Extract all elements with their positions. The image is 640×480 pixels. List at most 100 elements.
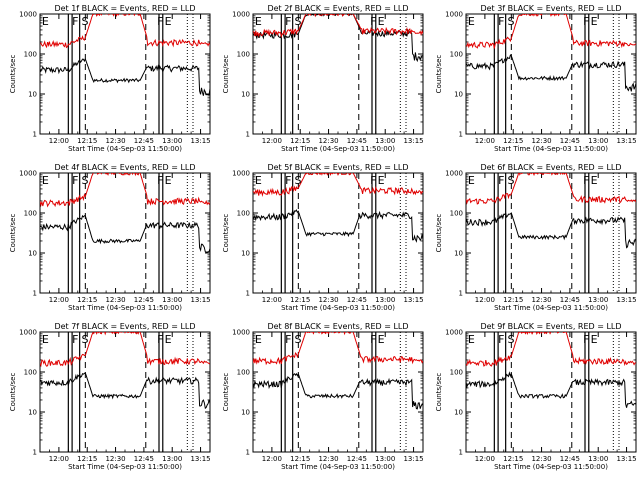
y-tick-label: 100	[24, 369, 37, 377]
detector-panel-6: Det 6f BLACK = Events, RED = LLD 1 10 100 10…	[435, 163, 637, 312]
flag-annotation: E	[42, 333, 49, 346]
flag-annotation: F	[72, 15, 78, 28]
x-tick-label: 13:00	[162, 455, 182, 463]
events-series-line	[40, 57, 210, 96]
x-tick-label: 12:30	[105, 296, 125, 304]
y-tick-label: 10	[28, 409, 37, 417]
y-tick-label: 1	[33, 290, 37, 298]
x-tick-label: 12:00	[475, 455, 495, 463]
x-tick-label: 13:00	[588, 455, 608, 463]
y-tick-label: 100	[237, 51, 250, 59]
panel-title: Det 6f BLACK = Events, RED = LLD	[480, 163, 621, 172]
y-axis-label: Counts/sec	[9, 373, 17, 412]
panel-title: Det 3f BLACK = Events, RED = LLD	[480, 4, 621, 13]
y-tick-label: 100	[24, 210, 37, 218]
x-tick-label: 12:00	[262, 455, 282, 463]
x-tick-label: 12:15	[503, 137, 523, 145]
flag-annotation: E	[591, 174, 598, 187]
y-tick-label: 1000	[19, 170, 37, 178]
y-tick-label: 1	[246, 131, 250, 139]
x-tick-label: 12:00	[49, 296, 69, 304]
x-tick-label: 12:30	[531, 296, 551, 304]
x-tick-label: 13:00	[162, 296, 182, 304]
panel-title: Det 7f BLACK = Events, RED = LLD	[54, 322, 195, 331]
x-tick-label: 12:45	[347, 296, 367, 304]
flag-annotation: F	[370, 333, 376, 346]
detector-panel-1: Det 1f BLACK = Events, RED = LLD 1 10 100 10…	[9, 4, 211, 153]
flag-annotation: F	[370, 174, 376, 187]
y-tick-label: 1000	[445, 11, 463, 19]
flag-annotation: E	[468, 15, 475, 28]
x-tick-label: 13:15	[190, 137, 210, 145]
events-series-line	[466, 54, 636, 92]
y-tick-label: 1000	[19, 11, 37, 19]
y-tick-label: 1000	[232, 329, 250, 337]
y-tick-label: 10	[454, 409, 463, 417]
x-tick-label: 13:15	[403, 455, 423, 463]
x-tick-label: 12:00	[49, 137, 69, 145]
y-tick-label: 1000	[445, 329, 463, 337]
x-tick-label: 13:00	[375, 455, 395, 463]
x-axis-label: Start Time (04-Sep-03 11:50:00)	[494, 304, 608, 312]
x-tick-label: 12:45	[560, 137, 580, 145]
detector-panel-3: Det 3f BLACK = Events, RED = LLD 1 10 100 10…	[435, 4, 637, 153]
lld-series-line	[40, 14, 210, 49]
y-tick-label: 10	[454, 91, 463, 99]
plot-frame	[39, 13, 211, 135]
panel-title: Det 5f BLACK = Events, RED = LLD	[267, 163, 408, 172]
flag-annotation: F	[72, 174, 78, 187]
flag-annotation: E	[468, 174, 475, 187]
flag-annotation: E	[591, 333, 598, 346]
flag-annotation: F	[370, 15, 376, 28]
flag-annotation: E	[255, 333, 262, 346]
x-tick-label: 12:45	[560, 296, 580, 304]
detector-panel-4: Det 4f BLACK = Events, RED = LLD 1 10 100 10…	[9, 163, 211, 312]
flag-annotation: E	[378, 174, 385, 187]
events-series-line	[40, 214, 210, 253]
x-tick-label: 13:15	[616, 137, 636, 145]
flag-annotation: F	[285, 333, 291, 346]
x-tick-label: 12:15	[77, 296, 97, 304]
flag-annotation: E	[42, 174, 49, 187]
panel-title: Det 9f BLACK = Events, RED = LLD	[480, 322, 621, 331]
flag-annotation: S	[82, 174, 89, 187]
x-axis-label: Start Time (04-Sep-03 11:50:00)	[281, 304, 395, 312]
flag-annotation: S	[82, 15, 89, 28]
x-tick-label: 12:00	[475, 137, 495, 145]
flag-annotation: S	[295, 333, 302, 346]
detector-panel-5: Det 5f BLACK = Events, RED = LLD 1 10 100 10…	[222, 163, 424, 312]
events-series-line	[253, 209, 423, 243]
x-tick-label: 12:45	[347, 455, 367, 463]
x-tick-label: 13:15	[190, 455, 210, 463]
y-tick-label: 1	[459, 131, 463, 139]
panel-title: Det 2f BLACK = Events, RED = LLD	[267, 4, 408, 13]
x-axis-label: Start Time (04-Sep-03 11:50:00)	[494, 463, 608, 471]
lld-series-line	[253, 173, 423, 197]
x-axis-label: Start Time (04-Sep-03 11:50:00)	[68, 304, 182, 312]
flag-annotation: F	[157, 174, 163, 187]
x-tick-label: 13:00	[375, 137, 395, 145]
x-tick-label: 13:00	[162, 137, 182, 145]
x-tick-label: 12:30	[318, 455, 338, 463]
y-tick-label: 1	[459, 449, 463, 457]
flag-annotation: E	[378, 333, 385, 346]
x-tick-label: 12:30	[105, 137, 125, 145]
x-tick-label: 12:45	[134, 455, 154, 463]
flag-annotation: F	[498, 174, 504, 187]
y-tick-label: 1000	[232, 170, 250, 178]
plot-frame	[465, 13, 637, 135]
y-tick-label: 1	[246, 449, 250, 457]
panel-title: Det 1f BLACK = Events, RED = LLD	[54, 4, 195, 13]
events-series-line	[40, 372, 210, 410]
y-axis-label: Counts/sec	[435, 373, 443, 412]
x-axis-label: Start Time (04-Sep-03 11:50:00)	[281, 463, 395, 471]
events-series-line	[253, 14, 423, 63]
lld-series-line	[466, 173, 636, 205]
flag-annotation: E	[255, 15, 262, 28]
flag-annotation: F	[157, 15, 163, 28]
panel-title: Det 8f BLACK = Events, RED = LLD	[267, 322, 408, 331]
detector-panel-8: Det 8f BLACK = Events, RED = LLD 1 10 100 10…	[222, 322, 424, 471]
flag-annotation: F	[157, 333, 163, 346]
x-tick-label: 12:00	[49, 455, 69, 463]
y-tick-label: 10	[241, 409, 250, 417]
